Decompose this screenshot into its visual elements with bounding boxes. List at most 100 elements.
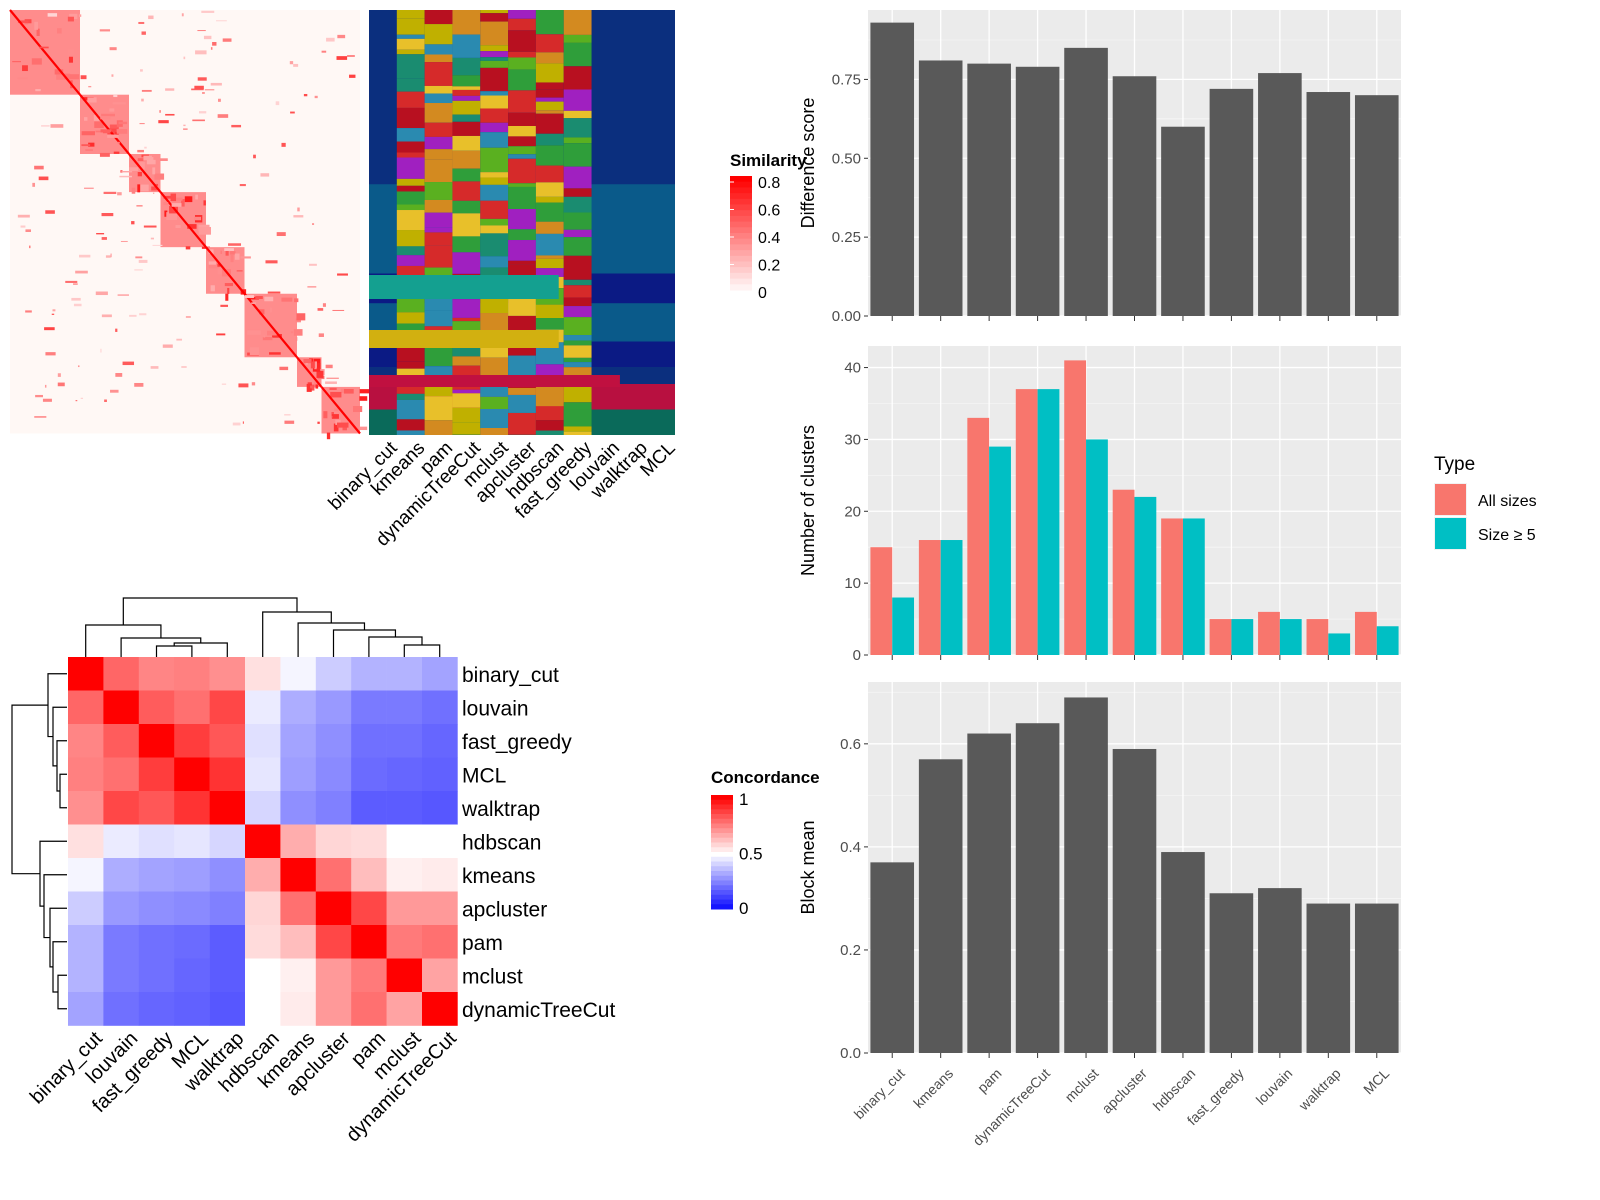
concordance-row-label: MCL [462, 764, 506, 787]
similarity-noise-cell [318, 333, 324, 337]
bar-size-5 [1279, 619, 1302, 655]
membership-cell [480, 122, 509, 133]
similarity-noise-cell [101, 314, 112, 318]
similarity-noise-cell [80, 75, 87, 80]
concordance-cell [386, 757, 423, 792]
similarity-noise-cell [141, 31, 146, 35]
similarity-legend-tick-label: 0 [758, 285, 767, 302]
similarity-cell [163, 195, 173, 199]
similarity-noise-cell [35, 394, 43, 398]
similarity-noise-cell [284, 414, 291, 416]
similarity-noise-cell [295, 337, 298, 341]
dendrogram-branch [56, 740, 67, 792]
membership-cell [508, 229, 536, 241]
similarity-noise-cell [141, 98, 144, 102]
concordance-cell [68, 891, 104, 926]
concordance-cell [245, 757, 281, 792]
dendrogram-branch [332, 629, 397, 657]
membership-cell [452, 114, 481, 122]
membership-cell [563, 402, 592, 410]
similarity-noise-cell [158, 120, 169, 124]
concordance-legend-step [711, 866, 733, 872]
x-tick-label: kmeans [910, 1065, 956, 1111]
membership-cell [396, 312, 425, 324]
similarity-noise-cell [162, 344, 173, 348]
membership-cell [563, 306, 592, 318]
similarity-cell [310, 361, 315, 369]
similarity-cell [203, 200, 206, 206]
concordance-legend-step [711, 823, 733, 829]
similarity-noise-cell [279, 366, 289, 371]
membership-cell [480, 184, 509, 201]
bar-all-sizes [1015, 389, 1038, 655]
concordance-cell [315, 724, 352, 758]
concordance-cell [422, 791, 458, 825]
membership-cell [563, 118, 592, 138]
similarity-heatmap-panel: binary_cutkmeanspamdynamicTreeCutmclusta… [9, 9, 807, 551]
membership-cell [563, 285, 592, 298]
similarity-noise-cell [107, 134, 119, 138]
similarity-noise-cell [171, 203, 182, 207]
concordance-cell [209, 958, 246, 993]
bar-all-sizes [1161, 518, 1183, 655]
concordance-cell [138, 858, 175, 892]
membership-cell [369, 375, 620, 387]
similarity-legend-step [730, 227, 752, 234]
concordance-cell [209, 858, 246, 892]
y-axis-label: Number of clusters [798, 425, 818, 576]
membership-cell [535, 63, 564, 83]
similarity-cell [54, 69, 64, 75]
concordance-legend-step [711, 904, 733, 910]
similarity-noise-cell [17, 214, 30, 218]
similarity-noise-cell [99, 29, 111, 32]
membership-cell [452, 89, 481, 96]
concordance-cell [245, 791, 281, 825]
concordance-cell [209, 757, 246, 792]
membership-cell [452, 356, 481, 366]
similarity-cell [164, 210, 168, 217]
similarity-cell [81, 131, 95, 136]
similarity-noise-cell [141, 89, 152, 92]
similarity-noise-cell [29, 245, 31, 249]
concordance-cell [245, 958, 281, 993]
similarity-diagonal [79, 93, 130, 155]
similarity-noise-cell [224, 248, 234, 251]
similarity-noise-cell [45, 352, 56, 356]
membership-cell [508, 240, 536, 261]
similarity-noise-cell [275, 101, 280, 106]
membership-cell [563, 255, 592, 280]
similarity-noise-cell [84, 117, 88, 121]
concordance-cell [386, 724, 423, 758]
membership-cell [396, 345, 425, 362]
similarity-noise-cell [202, 92, 205, 94]
similarity-noise-cell [95, 291, 108, 296]
membership-cell [480, 95, 509, 109]
membership-cell [396, 10, 425, 19]
concordance-cell [315, 925, 352, 959]
membership-cell [508, 10, 536, 19]
similarity-noise-cell [143, 225, 157, 228]
membership-cell [480, 172, 509, 178]
membership-cell [480, 91, 509, 96]
similarity-noise-cell [115, 328, 118, 332]
block-mean-panel: 0.0 0.2 0.4 0.6 Block mean binary_cut kmeans pa… [798, 682, 1401, 1149]
similarity-noise-cell [199, 111, 207, 114]
concordance-legend-step [711, 885, 733, 891]
type-legend-label: All sizes [1478, 493, 1537, 510]
similarity-noise-cell [95, 130, 102, 133]
y-tick-label: 0.00 [832, 308, 861, 325]
membership-cell [535, 221, 564, 234]
membership-cell [508, 57, 536, 70]
similarity-noise-cell [81, 144, 91, 147]
membership-cell [563, 317, 592, 336]
similarity-noise-cell [117, 192, 122, 196]
membership-cell [535, 10, 564, 35]
similarity-noise-cell [239, 184, 246, 187]
concordance-cell [351, 992, 387, 1026]
similarity-noise-cell [244, 295, 254, 298]
bar-size-5 [1182, 518, 1205, 655]
membership-cell [452, 100, 481, 115]
concordance-cell [174, 958, 210, 993]
bar [1161, 852, 1205, 1053]
membership-cell [535, 258, 564, 269]
